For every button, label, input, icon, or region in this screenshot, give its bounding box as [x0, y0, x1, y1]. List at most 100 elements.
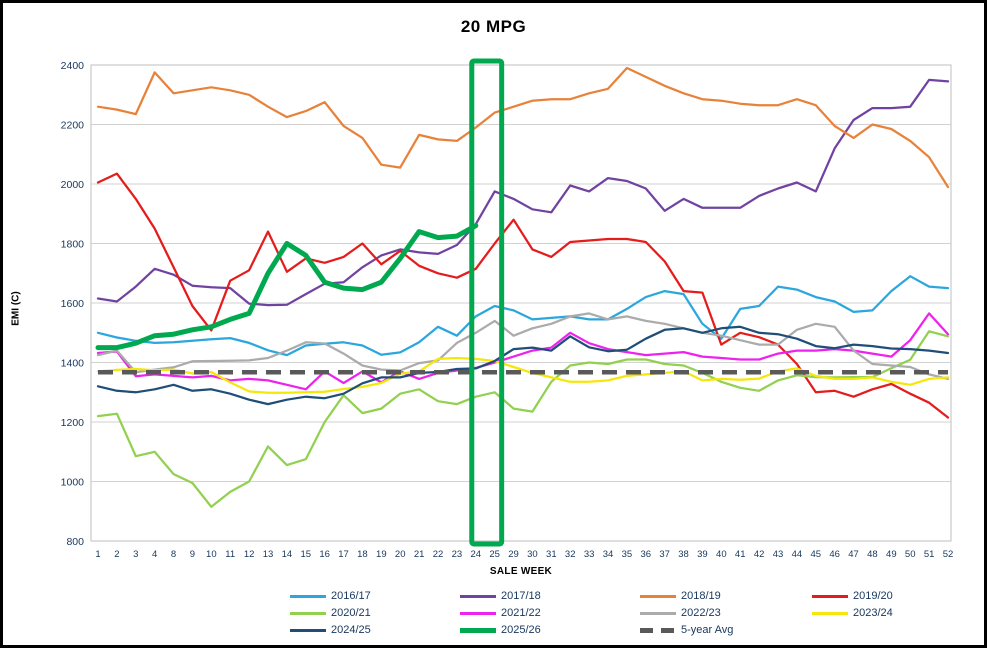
series-2020-21	[96, 330, 950, 508]
x-tick-label: 33	[584, 549, 595, 560]
legend-item-2023-24[interactable]: 2023/24	[812, 605, 962, 621]
legend-swatch	[290, 611, 326, 615]
x-tick-label: 35	[622, 549, 633, 560]
y-axis-title: EMI (C)	[10, 291, 22, 326]
plot-border	[90, 64, 952, 542]
x-tick-label: 10	[206, 549, 217, 560]
legend-label: 2021/22	[501, 607, 541, 619]
x-tick-label: 43	[773, 549, 784, 560]
x-tick-label: 13	[263, 549, 274, 560]
legend-label: 2024/25	[331, 624, 371, 636]
y-tick-label: 1200	[61, 417, 85, 429]
y-tick-label: 1000	[61, 477, 85, 489]
y-tick-label: 1400	[61, 358, 85, 370]
legend-label: 2018/19	[681, 590, 721, 602]
legend-item-2022-23[interactable]: 2022/23	[640, 605, 812, 621]
legend-label: 2023/24	[853, 607, 893, 619]
legend-label: 2022/23	[681, 607, 721, 619]
series-2019-20	[96, 172, 950, 419]
x-tick-label: 25	[489, 549, 500, 560]
chart-legend: 2016/17 2017/18 2018/19 2019/20 2020/21 2021/…	[290, 588, 962, 638]
x-axis-title: SALE WEEK	[489, 566, 553, 577]
x-tick-label: 22	[433, 549, 444, 560]
y-tick-label: 2000	[61, 179, 85, 191]
y-tick-label: 2400	[61, 60, 85, 72]
x-tick-label: 30	[527, 549, 538, 560]
x-tick-label: 17	[338, 549, 349, 560]
x-tick-label: 9	[190, 549, 195, 560]
x-tick-label: 19	[376, 549, 387, 560]
legend-item-2016-17[interactable]: 2016/17	[290, 588, 460, 604]
legend-label: 2025/26	[501, 624, 541, 636]
x-tick-label: 20	[395, 549, 406, 560]
x-tick-label: 23	[452, 549, 463, 560]
series-2021-22	[96, 312, 950, 391]
series-2025-26	[95, 223, 479, 351]
legend-swatch	[290, 628, 326, 632]
x-tick-label: 14	[282, 549, 293, 560]
legend-label: 2016/17	[331, 590, 371, 602]
x-tick-label: 46	[829, 549, 840, 560]
y-tick-label: 1600	[61, 298, 85, 310]
highlight-box-weeks-24-25	[469, 58, 505, 547]
legend-item-2024-25[interactable]: 2024/25	[290, 622, 460, 638]
series-2016-17	[96, 275, 950, 357]
x-tick-label: 18	[357, 549, 368, 560]
series-2022-23	[96, 312, 950, 381]
legend-swatch	[812, 594, 848, 598]
series-2024-25	[96, 325, 950, 406]
x-tick-label: 47	[848, 549, 859, 560]
x-tick-label: 8	[171, 549, 176, 560]
series-2018-19	[96, 66, 950, 189]
x-tick-label: 49	[886, 549, 897, 560]
x-tick-label: 39	[697, 549, 708, 560]
x-tick-label: 51	[924, 549, 935, 560]
legend-swatch	[640, 627, 676, 633]
x-tick-label: 15	[300, 549, 311, 560]
x-tick-label: 4	[152, 549, 157, 560]
chart-title: 20 MPG	[460, 17, 527, 36]
y-tick-label: 800	[66, 536, 84, 548]
legend-swatch	[640, 594, 676, 598]
x-tick-label: 38	[678, 549, 689, 560]
series-2017-18	[96, 78, 950, 307]
x-tick-label: 37	[659, 549, 670, 560]
y-tick-label: 2200	[61, 120, 85, 132]
x-tick-label: 50	[905, 549, 916, 560]
x-tick-label: 52	[943, 549, 954, 560]
legend-swatch	[640, 611, 676, 615]
x-tick-label: 11	[225, 549, 235, 560]
legend-label: 5-year Avg	[681, 624, 734, 636]
x-tick-label: 29	[508, 549, 519, 560]
x-tick-label: 1	[95, 549, 100, 560]
x-tick-label: 41	[735, 549, 746, 560]
legend-item-2017-18[interactable]: 2017/18	[460, 588, 640, 604]
legend-swatch	[290, 594, 326, 598]
series-2023-24	[96, 356, 950, 394]
legend-item-5-year-avg[interactable]: 5-year Avg	[640, 622, 812, 638]
x-tick-label: 21	[414, 549, 425, 560]
legend-item-2019-20[interactable]: 2019/20	[812, 588, 962, 604]
legend-swatch	[460, 594, 496, 598]
legend-label: 2019/20	[853, 590, 893, 602]
x-tick-label: 48	[867, 549, 878, 560]
legend-label: 2020/21	[331, 607, 371, 619]
x-tick-label: 2	[114, 549, 119, 560]
legend-item-2018-19[interactable]: 2018/19	[640, 588, 812, 604]
x-tick-label: 32	[565, 549, 576, 560]
legend-label: 2017/18	[501, 590, 541, 602]
legend-item-2020-21[interactable]: 2020/21	[290, 605, 460, 621]
legend-item-2025-26[interactable]: 2025/26	[460, 622, 640, 638]
legend-item-2021-22[interactable]: 2021/22	[460, 605, 640, 621]
x-tick-label: 31	[546, 549, 557, 560]
x-tick-label: 45	[810, 549, 821, 560]
x-tick-label: 40	[716, 549, 727, 560]
x-tick-label: 42	[754, 549, 765, 560]
legend-swatch	[460, 611, 496, 615]
x-tick-label: 44	[792, 549, 803, 560]
y-tick-label: 1800	[61, 239, 85, 251]
x-tick-label: 12	[244, 549, 255, 560]
x-tick-label: 3	[133, 549, 138, 560]
